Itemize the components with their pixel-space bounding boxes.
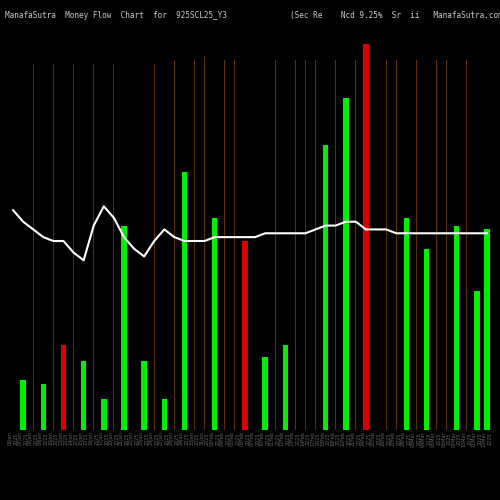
Bar — [40, 384, 46, 430]
Bar — [81, 360, 86, 430]
Bar — [446, 60, 447, 430]
Bar — [323, 144, 328, 430]
Bar — [484, 230, 490, 430]
Bar — [60, 345, 66, 430]
Bar — [282, 345, 288, 430]
Bar — [454, 226, 460, 430]
Bar — [53, 64, 54, 430]
Bar — [142, 360, 147, 430]
Bar — [305, 60, 306, 430]
Bar — [474, 291, 480, 430]
Bar — [101, 399, 106, 430]
Bar — [275, 60, 276, 430]
Bar — [343, 98, 348, 430]
Bar — [466, 60, 467, 430]
Bar — [121, 226, 126, 430]
Bar — [404, 218, 409, 430]
Bar — [262, 356, 268, 430]
Bar — [73, 64, 74, 430]
Bar — [436, 60, 437, 430]
Bar — [20, 380, 26, 430]
Bar — [416, 60, 417, 430]
Bar — [182, 172, 187, 430]
Bar — [315, 60, 316, 430]
Bar — [295, 60, 296, 430]
Bar — [33, 64, 34, 430]
Bar — [212, 218, 218, 430]
Bar — [224, 60, 225, 430]
Bar — [162, 399, 167, 430]
Text: (Sec Re    Ncd 9.25%  Sr  ii   ManafaSutra.com): (Sec Re Ncd 9.25% Sr ii ManafaSutra.com) — [290, 11, 500, 20]
Bar — [12, 64, 14, 430]
Bar — [194, 60, 195, 430]
Bar — [174, 60, 175, 430]
Bar — [363, 44, 368, 430]
Bar — [254, 60, 256, 430]
Bar — [242, 241, 248, 430]
Bar — [234, 60, 236, 430]
Bar — [204, 56, 205, 430]
Text: ManafaSutra  Money Flow  Chart  for  925SCL25_Y3: ManafaSutra Money Flow Chart for 925SCL2… — [5, 11, 227, 20]
Bar — [424, 248, 429, 430]
